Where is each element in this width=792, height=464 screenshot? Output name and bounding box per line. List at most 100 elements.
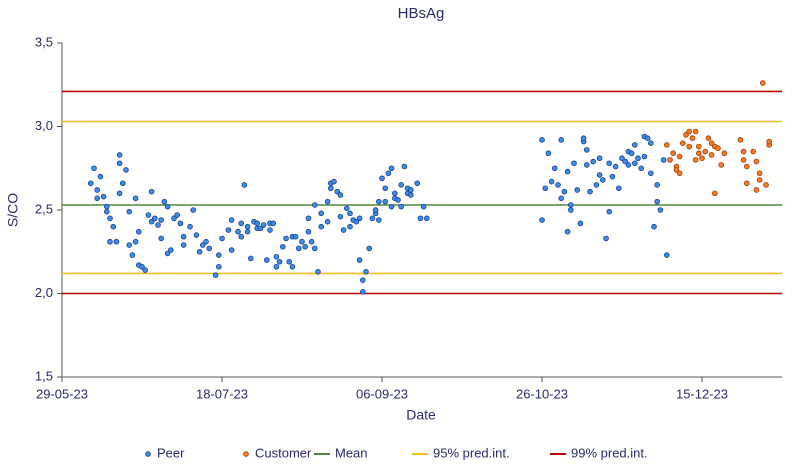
data-point <box>347 210 353 217</box>
data-point <box>180 233 187 240</box>
legend-marker <box>243 451 249 457</box>
data-point <box>635 155 641 162</box>
data-point <box>257 225 264 232</box>
data-point <box>311 202 318 208</box>
data-point <box>273 253 280 260</box>
data-point <box>743 163 750 170</box>
data-point <box>375 198 382 205</box>
data-point <box>116 190 123 197</box>
data-point <box>753 158 760 165</box>
data-point <box>343 205 350 212</box>
data-point <box>88 180 94 187</box>
data-point <box>759 80 766 86</box>
data-point <box>123 167 129 173</box>
data-point <box>359 289 366 295</box>
data-point <box>190 207 197 213</box>
data-point <box>356 215 363 222</box>
data-point <box>132 195 139 202</box>
data-point <box>263 257 270 263</box>
data-point <box>715 145 721 152</box>
data-point <box>324 198 331 205</box>
data-point <box>238 220 245 227</box>
data-point <box>609 173 616 180</box>
data-point <box>663 142 670 148</box>
data-point <box>695 143 702 150</box>
data-point <box>225 227 232 233</box>
data-point <box>107 215 113 222</box>
data-point <box>91 165 97 172</box>
data-point <box>398 182 405 188</box>
y-tick-label: 3,5 <box>35 34 53 49</box>
data-point <box>702 148 708 155</box>
data-point <box>129 252 136 258</box>
data-point <box>164 203 171 210</box>
data-point <box>705 135 712 141</box>
data-point <box>654 182 660 188</box>
data-point <box>641 153 648 160</box>
data-point <box>766 138 772 145</box>
data-point <box>235 228 241 235</box>
data-point <box>423 215 430 222</box>
x-tick-label: 18-07-23 <box>196 386 248 401</box>
data-point <box>94 195 100 202</box>
data-point <box>318 210 325 217</box>
data-point <box>401 163 408 170</box>
data-point <box>590 158 596 165</box>
data-point <box>267 227 273 233</box>
data-point <box>667 157 673 163</box>
data-point <box>676 153 683 160</box>
data-point <box>743 180 750 187</box>
data-point <box>689 135 696 141</box>
data-point <box>286 258 293 265</box>
data-point <box>737 137 744 143</box>
data-point <box>241 182 248 188</box>
data-point <box>372 207 379 213</box>
data-point <box>305 228 312 235</box>
data-point <box>673 167 680 173</box>
data-point <box>107 238 113 245</box>
data-point <box>145 212 152 218</box>
x-tick-label: 06-09-23 <box>356 386 408 401</box>
data-point <box>599 177 606 183</box>
data-point <box>318 223 325 230</box>
data-point <box>555 182 561 188</box>
data-point <box>276 258 283 265</box>
data-point <box>305 215 312 222</box>
data-point <box>647 140 654 147</box>
data-point <box>385 170 392 177</box>
data-point <box>692 128 699 135</box>
data-point <box>187 223 193 230</box>
data-point <box>331 178 337 185</box>
data-point <box>337 192 344 198</box>
data-point <box>583 162 590 168</box>
data-point <box>228 217 235 223</box>
data-point <box>622 158 628 165</box>
data-point <box>148 218 155 225</box>
data-point <box>695 150 702 157</box>
data-point <box>711 190 718 197</box>
data-point <box>356 257 363 263</box>
data-point <box>603 235 609 242</box>
x-tick-label: 26-10-23 <box>516 386 568 401</box>
data-point <box>148 188 155 195</box>
data-point <box>158 217 165 223</box>
data-point <box>200 242 206 248</box>
data-point <box>683 132 689 138</box>
data-point <box>142 267 149 273</box>
legend-label: Customer <box>255 445 312 460</box>
data-point <box>340 227 347 233</box>
data-point <box>180 242 187 248</box>
data-point <box>203 238 209 245</box>
data-point <box>177 220 184 227</box>
data-point <box>391 190 398 197</box>
data-point <box>708 140 715 147</box>
legend-label: Mean <box>335 445 368 460</box>
data-point <box>369 215 376 222</box>
data-point <box>612 163 619 170</box>
data-point <box>302 243 309 250</box>
data-point <box>193 232 200 238</box>
y-tick-label: 2,0 <box>35 285 53 300</box>
data-point <box>631 160 638 167</box>
data-point <box>359 277 366 283</box>
